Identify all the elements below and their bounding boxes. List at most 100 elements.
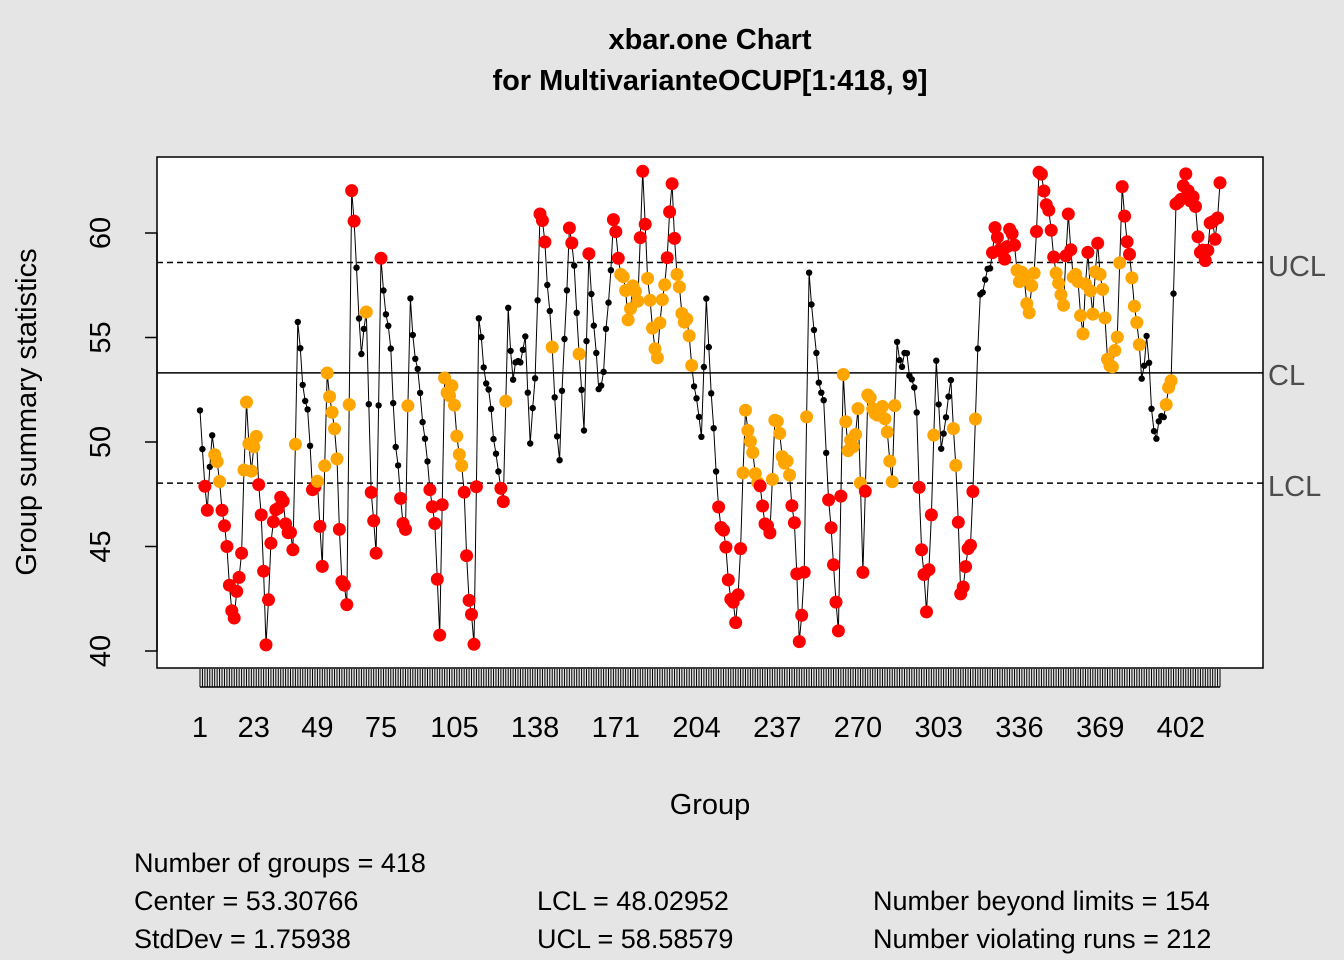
data-point-violating-run [1105,360,1119,374]
data-point-beyond-limits [660,251,674,265]
data-point-violating-run [452,448,466,461]
data-point-beyond-limits [565,236,579,250]
data-point-beyond-limits [988,221,1002,235]
data-point [304,406,311,413]
chart-subtitle: for MultivarianteOCUP[1:418, 9] [492,65,927,97]
data-point [903,350,911,357]
data-point [561,335,568,343]
data-point-violating-run [1096,282,1110,296]
data-point-beyond-limits [264,536,278,550]
data-point-beyond-limits [460,549,474,563]
data-point-violating-run [1076,327,1090,341]
data-point-beyond-limits [795,608,809,622]
y-tick-label: 40 [85,635,117,667]
stat-beyond-limits: Number beyond limits = 154 [873,886,1210,916]
data-point [529,404,536,412]
data-point-violating-run [1159,398,1173,412]
data-point [578,386,585,393]
data-point-violating-run [1025,279,1039,293]
data-point-beyond-limits [1115,180,1129,194]
data-point [390,399,397,407]
data-point [509,376,517,383]
data-point-beyond-limits [756,499,770,513]
data-point [380,287,387,294]
data-point-violating-run [288,437,302,451]
data-point-beyond-limits [924,508,938,522]
data-point [306,442,314,449]
data-point-violating-run [328,422,341,436]
data-point-beyond-limits [232,570,246,584]
x-tick-label: 49 [301,712,333,744]
data-point-violating-run [323,390,337,404]
data-point-beyond-limits [956,580,970,594]
data-point-violating-run [1127,299,1141,313]
data-point-beyond-limits [763,526,777,540]
data-point [598,382,605,389]
data-point [979,289,986,296]
data-point [945,393,952,400]
data-point-beyond-limits [467,637,481,651]
data-point [419,418,426,426]
data-point [196,407,204,414]
data-point-beyond-limits [1213,176,1227,190]
data-point-beyond-limits [582,247,596,261]
data-point-beyond-limits [633,231,647,245]
data-point-beyond-limits [665,177,679,191]
data-point-beyond-limits [332,522,346,536]
data-point [911,384,918,391]
data-point [810,326,818,334]
data-point [1141,362,1148,369]
data-point-beyond-limits [369,546,383,560]
data-point-beyond-limits [1186,190,1200,204]
data-point [394,462,402,469]
data-point [414,365,421,373]
data-point-beyond-limits [345,184,359,198]
data-point-violating-run [780,454,794,468]
data-point-beyond-limits [200,503,214,517]
data-point [412,355,419,362]
data-point [382,311,390,318]
stat-center: Center = 53.30766 [134,886,359,916]
data-point [297,345,304,352]
data-point-beyond-limits [535,214,549,227]
x-tick-label: 402 [1157,712,1205,744]
data-point-violating-run [641,271,655,285]
data-point [1170,290,1177,297]
data-point [490,435,497,443]
data-point-beyond-limits [435,498,449,512]
data-point [1150,427,1158,435]
data-point-violating-run [359,305,373,319]
data-point [485,386,492,393]
x-axis-label: Group [670,789,751,821]
data-point-violating-run [616,270,630,284]
data-point-violating-run [739,403,752,417]
data-point-beyond-limits [1047,250,1061,264]
data-point-violating-run [1125,271,1139,285]
x-tick-label: 171 [592,712,640,744]
data-point [505,304,512,311]
data-point [302,397,309,405]
data-point-beyond-limits [428,517,442,530]
data-point [421,435,429,442]
data-point-beyond-limits [266,515,280,529]
data-point-violating-run [1086,307,1100,321]
data-point-violating-run [499,394,513,408]
data-point [1143,332,1150,340]
data-point-beyond-limits [469,480,483,494]
data-point [600,368,607,375]
data-point-violating-run [545,340,559,354]
data-point [823,449,830,457]
data-point-violating-run [1083,284,1097,298]
data-point-beyond-limits [1189,200,1202,213]
data-point-beyond-limits [827,558,840,572]
stat-lcl: LCL = 48.02952 [537,886,729,916]
data-point [573,309,580,316]
data-point-violating-run [927,428,941,442]
data-point-violating-run [1052,276,1066,290]
data-point-beyond-limits [1064,243,1078,257]
data-point-beyond-limits [731,588,745,602]
data-point-beyond-limits [315,559,329,573]
data-point [524,389,531,396]
data-point [708,390,715,397]
data-point-violating-run [743,434,757,448]
